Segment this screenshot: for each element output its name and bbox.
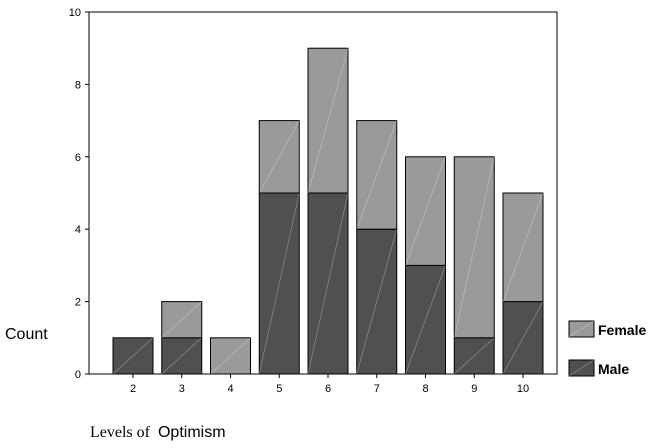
bar-hatch-line [210, 337, 251, 375]
bar-hatch-line [356, 229, 398, 375]
bar-female-3 [161, 301, 203, 339]
bar-male-8 [405, 264, 446, 375]
bar-male-6 [307, 192, 349, 375]
x-tick-label: 4 [227, 383, 233, 395]
bar-hatch-line [453, 156, 495, 338]
bar-hatch-line [161, 337, 202, 375]
bar-hatch-line [356, 120, 398, 230]
bar-hatch-line [112, 337, 154, 375]
y-tick-label: 8 [75, 79, 81, 91]
y-tick-label: 4 [75, 224, 81, 236]
x-tick-label: 5 [276, 383, 282, 395]
x-tick-label: 8 [422, 383, 428, 395]
bar-female-8 [405, 156, 446, 266]
bar-female-9 [453, 156, 495, 339]
x-tick-label: 3 [179, 383, 185, 395]
legend-swatch-female [568, 320, 595, 338]
bar-male-3 [161, 337, 203, 375]
bar-hatch-line [258, 120, 300, 194]
bar-hatch-line [502, 192, 544, 302]
x-tick-label: 9 [471, 383, 477, 395]
x-tick-label: 6 [325, 383, 331, 395]
bars-group [112, 47, 544, 375]
y-axis: 0 2 4 6 8 10 [69, 7, 89, 381]
bar-female-10 [502, 192, 544, 303]
bar-male-5 [258, 192, 300, 375]
bar-hatch-line [161, 301, 202, 339]
bar-female-6 [307, 47, 349, 194]
legend-swatch-male [568, 359, 595, 377]
y-tick-label: 10 [69, 7, 81, 19]
bar-male-2 [112, 337, 154, 375]
legend-label-female: Female [598, 322, 646, 338]
bar-female-4 [210, 337, 251, 375]
x-axis-label-part1: Levels of [90, 424, 151, 441]
x-tick-label: 7 [374, 383, 380, 395]
y-tick-label: 0 [75, 369, 81, 381]
bar-female-7 [356, 120, 398, 230]
legend-swatch-hatch [568, 320, 595, 338]
x-axis: 2 3 4 5 6 7 8 9 10 [130, 374, 529, 395]
bar-hatch-line [405, 156, 446, 266]
bar-hatch-line [405, 265, 446, 375]
x-tick-label: 10 [517, 383, 529, 395]
bar-male-7 [356, 228, 398, 375]
legend-swatch-hatch [568, 359, 595, 377]
bar-female-5 [258, 120, 300, 194]
y-tick-label: 6 [75, 152, 81, 164]
x-tick-label: 2 [130, 383, 136, 395]
y-axis-label: Count [5, 326, 48, 343]
y-tick-label: 2 [75, 297, 81, 309]
bar-hatch-line [307, 192, 349, 375]
legend-label-male: Male [598, 361, 629, 377]
bar-hatch-line [258, 192, 300, 375]
bar-hatch-line [502, 301, 544, 375]
x-axis-label: Levels of Optimism [90, 424, 226, 441]
bar-hatch-line [454, 337, 495, 375]
legend: Female Male [568, 320, 646, 377]
bar-hatch-line [307, 48, 349, 194]
x-axis-label-part2: Optimism [158, 424, 226, 441]
